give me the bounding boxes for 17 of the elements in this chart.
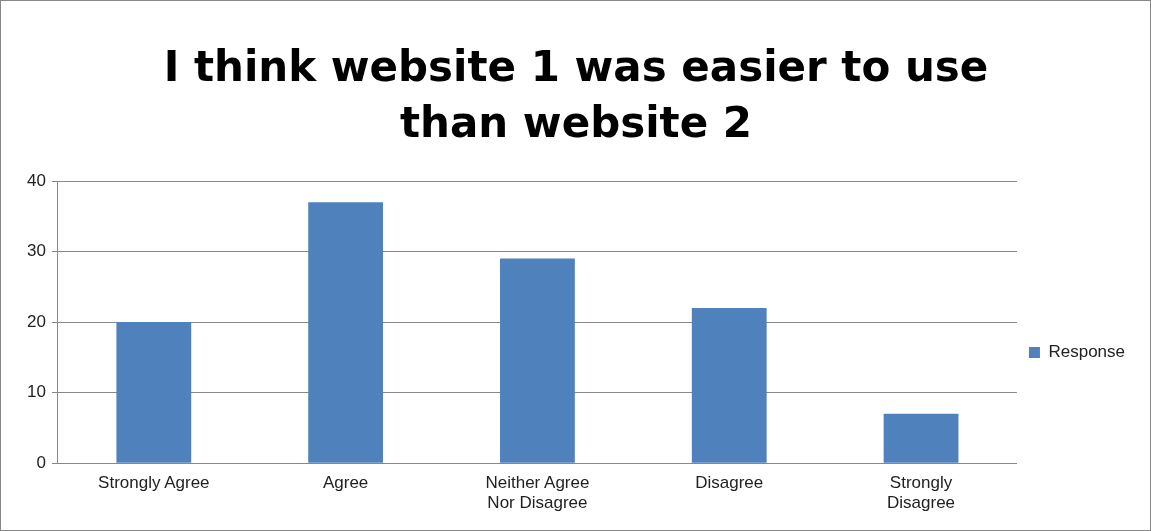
y-tick-label: 40 xyxy=(26,170,46,190)
x-tick-label: Agree xyxy=(322,473,369,493)
y-tick-label: 0 xyxy=(36,452,46,472)
x-tick-label: Neither Agree Nor Disagree xyxy=(485,473,590,513)
bar xyxy=(500,258,575,463)
chart-title: I think website 1 was easier to use than website 2 xyxy=(162,41,990,149)
y-tick-label: 30 xyxy=(26,241,46,261)
x-tick-label: Disagree xyxy=(695,473,764,493)
x-tick-label: Strongly Agree xyxy=(98,473,210,493)
x-tick-label: Strongly Disagree xyxy=(887,473,956,513)
legend-label: Response xyxy=(1048,342,1126,362)
bar xyxy=(691,307,767,463)
y-tick-label: 20 xyxy=(26,311,46,331)
bar xyxy=(116,322,192,463)
bar xyxy=(308,202,384,463)
bar xyxy=(883,413,959,463)
y-tick-label: 10 xyxy=(26,382,46,402)
